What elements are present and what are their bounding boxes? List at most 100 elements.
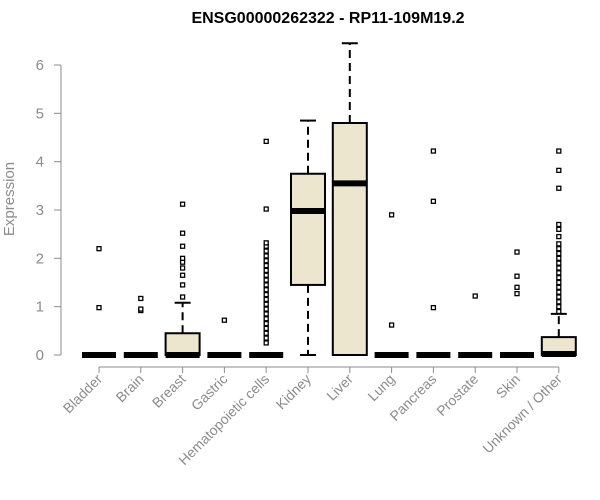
outlier-point [96, 304, 102, 311]
outlier-point [263, 296, 269, 303]
outlier-point [263, 258, 269, 264]
outlier-point [263, 282, 269, 288]
box-kidney [290, 119, 326, 356]
outlier-point [263, 306, 269, 312]
outlier-point [556, 185, 562, 191]
outlier-point [556, 304, 562, 310]
outlier-point [556, 221, 562, 228]
outlier-point [556, 265, 562, 271]
y-tick-label: 2 [36, 250, 44, 267]
outlier-point [556, 255, 562, 261]
outlier-point [472, 293, 478, 299]
outlier-point [556, 308, 562, 315]
y-tick-label: 1 [36, 299, 44, 316]
outlier-point [179, 265, 186, 271]
outlier-point [556, 270, 562, 276]
outlier-point [263, 291, 269, 298]
outlier-point [179, 243, 186, 249]
outlier-point [514, 273, 520, 279]
outlier-point [179, 294, 186, 300]
outlier-point [138, 306, 144, 312]
outlier-point [556, 226, 562, 232]
outlier-point [556, 279, 562, 286]
y-tick-label: 3 [36, 202, 44, 219]
x-tick-label: Breast [149, 371, 189, 411]
box-pancreas [416, 148, 451, 358]
box-bladder [82, 246, 116, 358]
outlier-point [179, 272, 186, 278]
outlier-point [388, 212, 395, 218]
outlier-point [556, 260, 562, 266]
outlier-point [556, 167, 562, 174]
outlier-point [263, 320, 269, 327]
outlier-point [556, 294, 562, 300]
box-prostate [458, 293, 493, 358]
y-tick-label: 0 [36, 347, 44, 364]
outlier-point [263, 316, 269, 322]
outlier-point [263, 311, 269, 317]
y-tick-label: 4 [36, 154, 44, 171]
outlier-point [514, 284, 520, 290]
outlier-point [556, 233, 562, 240]
x-tick-label: Kidney [273, 371, 315, 413]
y-axis-label: Expression [1, 162, 18, 236]
outlier-point [263, 340, 269, 346]
outlier-point [556, 284, 562, 290]
outlier-point [556, 241, 562, 247]
outlier-point [556, 299, 562, 305]
x-tick-label: Skin [493, 371, 524, 402]
box-unknown-other [540, 148, 577, 358]
outlier-point [96, 246, 102, 252]
outlier-point [430, 198, 437, 204]
box-brain [123, 295, 158, 358]
x-tick-label: Unknown / Other [479, 371, 565, 457]
box-hematopoietic-cells [249, 138, 284, 358]
outlier-point [138, 295, 144, 302]
outlier-point [263, 301, 269, 307]
box-gastric [207, 317, 242, 358]
outlier-point [263, 262, 269, 269]
outlier-point [179, 282, 186, 288]
outlier-point [556, 148, 562, 154]
outlier-point [556, 246, 562, 252]
outlier-point [179, 255, 186, 261]
box-liver [331, 42, 368, 356]
outlier-point [263, 206, 269, 212]
outlier-point [221, 317, 228, 323]
x-tick-label: Bladder [60, 371, 106, 417]
y-tick-label: 6 [36, 57, 44, 74]
outlier-point [430, 148, 437, 154]
outlier-point [263, 277, 269, 283]
box-breast [164, 201, 201, 358]
outlier-point [514, 290, 520, 297]
outlier-point [556, 250, 562, 257]
outlier-point [263, 240, 269, 246]
axes: 0 1 2 3 4 5 6 [36, 57, 560, 373]
outlier-point [263, 138, 269, 145]
y-tick-label: 5 [36, 105, 44, 122]
outlier-point [263, 267, 269, 274]
box-iqr [290, 172, 326, 286]
outlier-point [514, 249, 520, 255]
x-tick-label: Prostate [433, 371, 481, 419]
box-iqr [164, 332, 201, 356]
boxes-group [82, 42, 577, 358]
outlier-point [556, 289, 562, 295]
box-lung [374, 212, 409, 358]
outlier-point [263, 335, 269, 341]
box-iqr [331, 122, 368, 356]
outlier-point [263, 325, 269, 332]
outlier-point [179, 201, 186, 207]
outlier-point [179, 230, 186, 236]
x-tick-label: Brain [112, 371, 146, 405]
outlier-point [388, 322, 395, 328]
outlier-point [263, 248, 269, 254]
outlier-point [263, 272, 269, 278]
chart-title: ENSG00000262322 - RP11-109M19.2 [191, 10, 464, 27]
x-tick-label: Lung [364, 371, 397, 404]
outlier-point [263, 330, 269, 336]
outlier-point [556, 275, 562, 281]
box-skin [500, 249, 534, 358]
outlier-point [430, 304, 437, 311]
